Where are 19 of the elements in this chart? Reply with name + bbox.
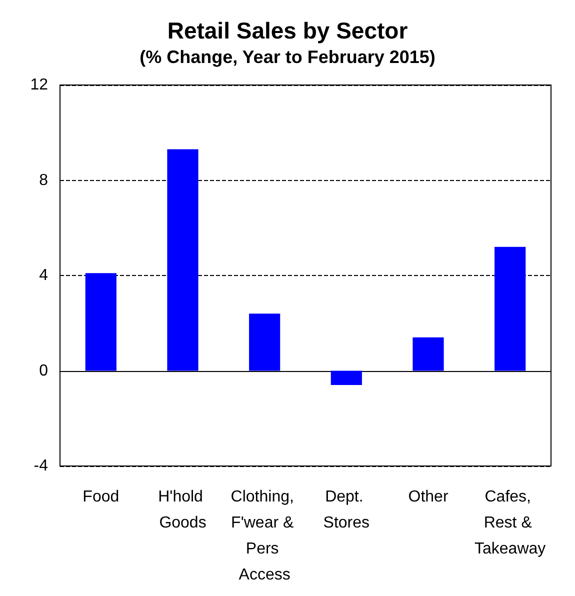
y-tick-label: 8: [39, 172, 48, 189]
y-tick-label: 4: [39, 267, 48, 284]
x-tick-label: Other: [408, 488, 449, 506]
bar: [167, 149, 198, 371]
bar: [85, 273, 116, 371]
bar: [330, 370, 362, 386]
chart-subtitle: (% Change, Year to February 2015): [140, 47, 436, 67]
chart-title: Retail Sales by Sector: [167, 18, 408, 44]
x-tick-label: Dept. Stores: [323, 488, 370, 532]
x-tick-label: Cafes, Rest & Takeaway: [474, 488, 546, 558]
bar: [494, 246, 526, 371]
bar: [249, 314, 280, 371]
y-tick-label: 0: [39, 362, 48, 380]
y-tick-label: 12: [30, 76, 48, 94]
bar: [412, 337, 444, 371]
x-tick-label: H'hold Goods: [158, 488, 208, 532]
y-tick-label: -4: [34, 458, 48, 474]
x-tick-label: Clothing, F'wear & Pers Access: [230, 488, 298, 584]
x-tick-label: Food: [82, 488, 120, 506]
